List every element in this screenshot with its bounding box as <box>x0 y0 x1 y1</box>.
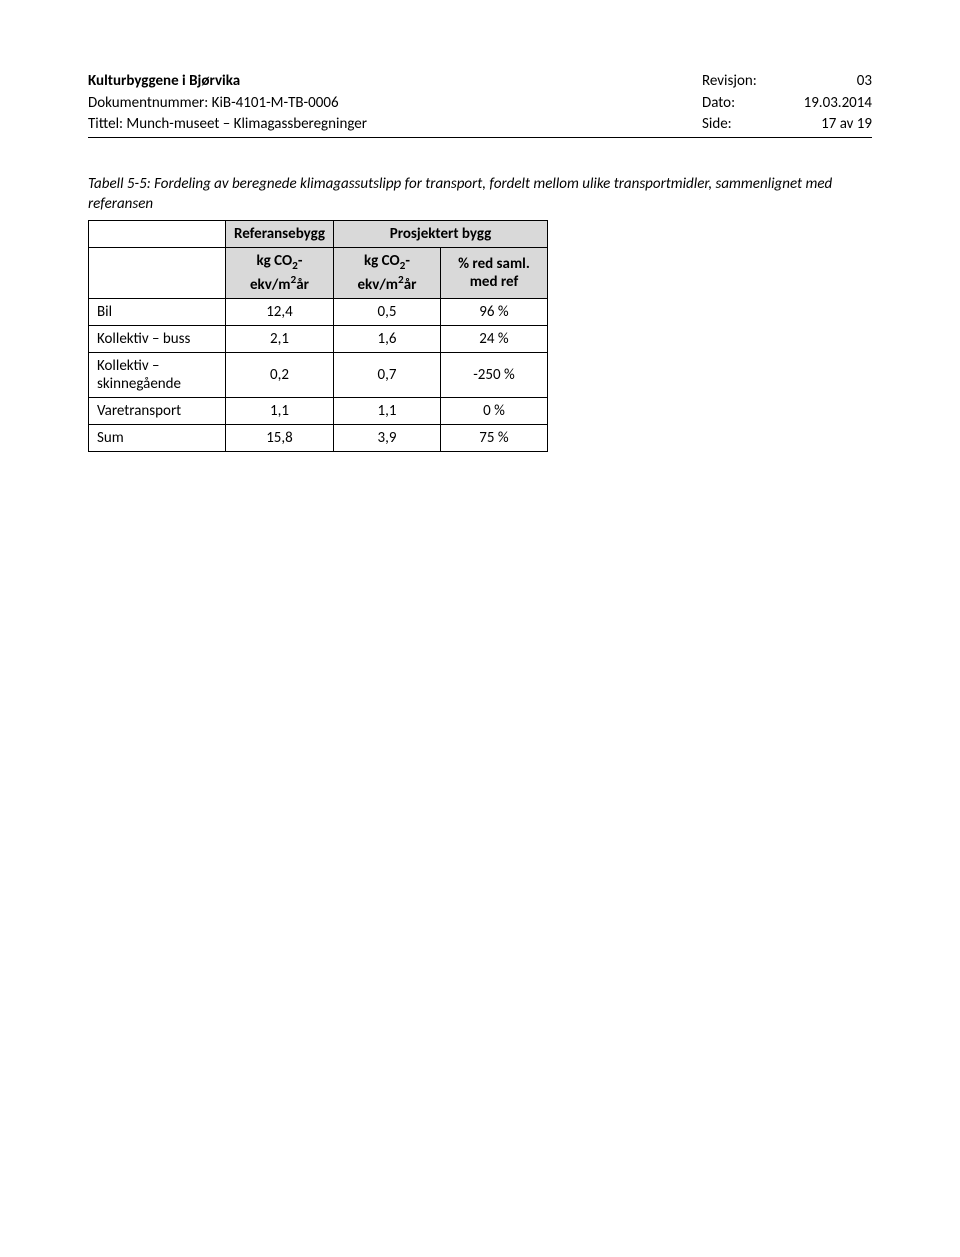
unit-header-ref: kg CO2-ekv/m2år <box>226 248 334 299</box>
proj-value: 0,5 <box>333 299 440 326</box>
table-row: Varetransport1,11,10 % <box>89 398 548 425</box>
pct-value: -250 % <box>440 353 547 398</box>
pct-value: 75 % <box>440 425 547 452</box>
page-header: Kulturbyggene i Bjørvika Revisjon: 03 Do… <box>88 72 872 138</box>
unit-header-proj: kg CO2-ekv/m2år <box>333 248 440 299</box>
pct-value: 24 % <box>440 326 547 353</box>
table-row: Kollektiv –skinnegående0,20,7-250 % <box>89 353 548 398</box>
table-row: Kollektiv – buss2,11,624 % <box>89 326 548 353</box>
ref-value: 15,8 <box>226 425 334 452</box>
proj-value: 3,9 <box>333 425 440 452</box>
pct-header-line2: med ref <box>470 273 519 291</box>
proj-value: 1,6 <box>333 326 440 353</box>
header-label-3: Side: <box>702 115 782 137</box>
row-label: Bil <box>89 299 226 326</box>
pct-header: % red saml.med ref <box>440 248 547 299</box>
row-label: Kollektiv –skinnegående <box>89 353 226 398</box>
table-row: Sum15,83,975 % <box>89 425 548 452</box>
table-caption: Tabell 5-5: Fordeling av beregnede klima… <box>88 174 872 215</box>
col-header-proj: Prosjektert bygg <box>333 221 547 248</box>
emissions-table: Referansebygg Prosjektert bygg kg CO2-ek… <box>88 220 548 452</box>
ref-value: 12,4 <box>226 299 334 326</box>
pct-value: 96 % <box>440 299 547 326</box>
header-left-1: Kulturbyggene i Bjørvika <box>88 72 702 94</box>
ref-value: 2,1 <box>226 326 334 353</box>
header-value-2: 19.03.2014 <box>782 94 872 116</box>
table-row: Bil12,40,596 % <box>89 299 548 326</box>
header-label-1: Revisjon: <box>702 72 782 94</box>
header-left-3: Tittel: Munch-museet – Klimagassberegnin… <box>88 115 702 137</box>
header-label-2: Dato: <box>702 94 782 116</box>
table-corner <box>89 221 226 248</box>
table-corner-2 <box>89 248 226 299</box>
proj-value: 1,1 <box>333 398 440 425</box>
pct-header-line1: % red saml. <box>458 255 530 273</box>
header-left-2: Dokumentnummer: KiB-4101-M-TB-0006 <box>88 94 702 116</box>
header-value-1: 03 <box>782 72 872 94</box>
ref-value: 0,2 <box>226 353 334 398</box>
ref-value: 1,1 <box>226 398 334 425</box>
header-value-3: 17 av 19 <box>782 115 872 137</box>
proj-value: 0,7 <box>333 353 440 398</box>
pct-value: 0 % <box>440 398 547 425</box>
col-header-ref: Referansebygg <box>226 221 334 248</box>
row-label: Varetransport <box>89 398 226 425</box>
row-label: Sum <box>89 425 226 452</box>
row-label: Kollektiv – buss <box>89 326 226 353</box>
